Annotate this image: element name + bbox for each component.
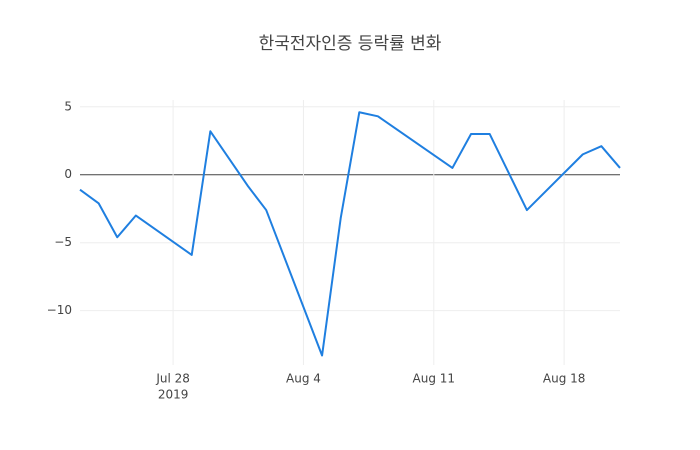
chart-title: 한국전자인증 등락률 변화	[259, 34, 442, 54]
y-tick-label: −10	[47, 303, 72, 317]
x-tick-label: Aug 11	[413, 372, 456, 386]
y-tick-label: 0	[64, 167, 72, 181]
x-tick-year: 2019	[158, 388, 189, 402]
line-series	[79, 111, 621, 357]
y-tick-label: 5	[64, 99, 72, 113]
y-tick-label: −5	[54, 235, 72, 249]
x-tick-label: Jul 28	[155, 372, 190, 386]
x-tick-label: Aug 18	[543, 372, 586, 386]
x-tick-label: Aug 4	[286, 372, 321, 386]
